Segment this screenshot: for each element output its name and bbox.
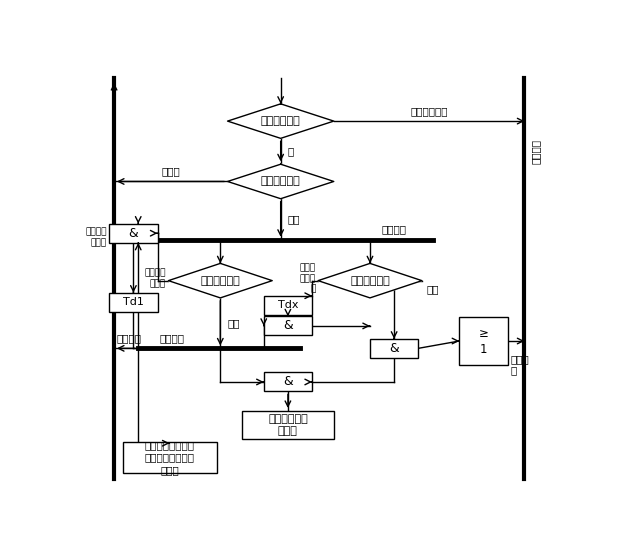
Text: Tdx: Tdx (278, 300, 298, 310)
Bar (370, 339, 418, 358)
Polygon shape (227, 164, 334, 199)
Polygon shape (318, 263, 422, 298)
Text: 否: 否 (288, 146, 294, 156)
Bar (109, 293, 158, 312)
Text: &: & (389, 342, 399, 355)
Text: 满足: 满足 (227, 318, 240, 328)
Bar (459, 318, 508, 365)
Text: 未通过: 未通过 (161, 166, 180, 176)
Text: ≥
1: ≥ 1 (478, 326, 488, 356)
Text: &: & (283, 375, 293, 389)
Text: 闭锁条件判断: 闭锁条件判断 (261, 116, 300, 126)
Bar (123, 442, 217, 473)
Text: 满足闭锁条件: 满足闭锁条件 (411, 106, 448, 116)
Text: 按开关序列依
次动作: 按开关序列依 次动作 (268, 414, 308, 436)
Polygon shape (168, 263, 272, 298)
Polygon shape (227, 104, 334, 138)
Bar (264, 296, 312, 315)
Text: 不满足触
发条件: 不满足触 发条件 (145, 269, 166, 288)
Text: &: & (283, 319, 293, 333)
Text: 等待超
时: 等待超 时 (510, 354, 529, 376)
Text: 放电状态: 放电状态 (117, 333, 141, 343)
Text: 满足: 满足 (427, 284, 439, 294)
Text: 充电条件判断: 充电条件判断 (261, 176, 300, 186)
Text: &: & (128, 227, 138, 240)
Text: 通过: 通过 (288, 214, 300, 224)
Bar (242, 411, 334, 439)
Text: 充电状态: 充电状态 (382, 224, 407, 234)
Text: 闭锁状态: 闭锁状态 (530, 139, 540, 164)
Text: Td1: Td1 (123, 297, 144, 307)
Text: 不满足触
发条件: 不满足触 发条件 (85, 228, 107, 247)
Text: 不满足
动作条
件: 不满足 动作条 件 (300, 264, 316, 293)
Bar (264, 372, 312, 391)
Bar (109, 224, 158, 242)
Text: 动作条件判断: 动作条件判断 (350, 276, 390, 286)
Text: 小电源安全校核，
校核通过并行跳闸
小电源: 小电源安全校核， 校核通过并行跳闸 小电源 (145, 440, 194, 475)
Text: 触发条件判断: 触发条件判断 (201, 276, 240, 286)
Text: 触发状态: 触发状态 (159, 333, 184, 343)
Bar (264, 316, 312, 335)
